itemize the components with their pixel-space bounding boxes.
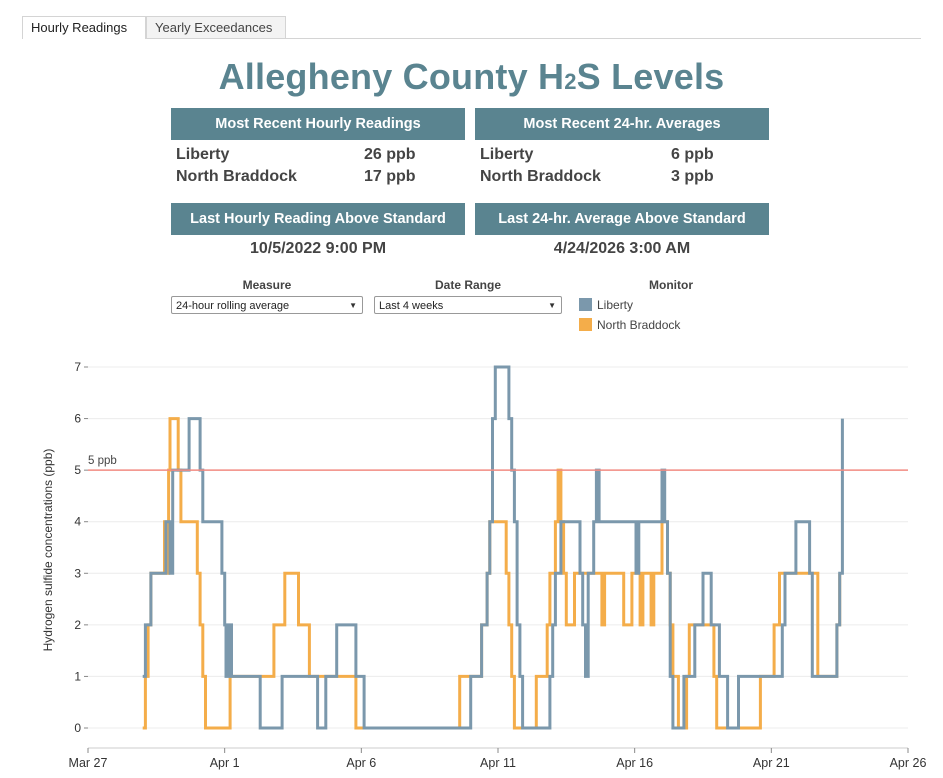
line-chart: 0 1 2 3 4 5 6 7 Mar 27 Apr 1 Apr 6 Apr 11 Apr 16 Apr … — [69, 360, 927, 770]
date-range-label: Date Range — [434, 278, 502, 292]
date-range-value: Last 4 weeks — [379, 300, 444, 312]
y-tick-label: 2 — [74, 618, 81, 632]
legend-label-liberty: Liberty — [597, 298, 634, 312]
legend-item-liberty[interactable]: Liberty — [579, 298, 699, 312]
hourly-row-2-value: 17 ppb — [364, 168, 416, 185]
y-tick-label: 7 — [74, 360, 81, 374]
hourly-row-1-value: 26 ppb — [364, 146, 416, 163]
tab-bar: Hourly Readings Yearly Exceedances — [22, 16, 921, 39]
tab-hourly-readings[interactable]: Hourly Readings — [22, 16, 146, 39]
last-daily-above-standard-date: 4/24/2026 3:00 AM — [553, 240, 691, 257]
y-tick-label: 6 — [74, 412, 81, 426]
daily-row-1-name: Liberty — [480, 146, 534, 163]
measure-select[interactable]: 24-hour rolling average ▼ — [171, 296, 363, 314]
x-tick-label: Mar 27 — [69, 756, 108, 770]
last-hourly-above-standard-header: Last Hourly Reading Above Standard — [171, 203, 465, 235]
measure-label: Measure — [242, 278, 292, 292]
date-range-select[interactable]: Last 4 weeks ▼ — [374, 296, 562, 314]
monitor-label: Monitor — [649, 278, 693, 292]
daily-row-2-name: North Braddock — [480, 168, 601, 185]
series-line-liberty — [142, 365, 844, 730]
legend-item-north-braddock[interactable]: North Braddock — [579, 318, 699, 332]
x-tick-label: Apr 6 — [346, 756, 376, 770]
y-tick-label: 1 — [74, 669, 81, 683]
x-tick-label: Apr 21 — [753, 756, 790, 770]
last-daily-above-standard-header: Last 24-hr. Average Above Standard — [475, 203, 769, 235]
x-tick-label: Apr 1 — [210, 756, 240, 770]
hourly-row-1-name: Liberty — [176, 146, 230, 163]
daily-row-1-value: 6 ppb — [671, 146, 714, 163]
chevron-down-icon: ▼ — [349, 301, 357, 310]
legend-swatch-north-braddock — [579, 318, 592, 331]
last-hourly-above-standard-date: 10/5/2022 9:00 PM — [249, 240, 387, 257]
standard-reference-label: 5 ppb — [88, 455, 117, 467]
title-subscript: 2 — [564, 69, 577, 94]
y-tick-label: 3 — [74, 566, 81, 580]
x-tick-label: Apr 16 — [616, 756, 653, 770]
y-tick-label: 0 — [74, 721, 81, 735]
hourly-readings-header: Most Recent Hourly Readings — [171, 108, 465, 140]
tab-yearly-exceedances[interactable]: Yearly Exceedances — [146, 16, 286, 38]
measure-value: 24-hour rolling average — [176, 300, 290, 312]
x-tick-label: Apr 26 — [890, 756, 927, 770]
legend-label-north-braddock: North Braddock — [597, 318, 681, 332]
hourly-row-2-name: North Braddock — [176, 168, 297, 185]
title-main: Allegheny County H — [218, 56, 565, 97]
series-line-north-braddock — [142, 417, 842, 730]
y-tick-label: 4 — [74, 515, 81, 529]
chevron-down-icon: ▼ — [548, 301, 556, 310]
title-tail: S Levels — [576, 56, 725, 97]
y-tick-label: 5 — [74, 463, 81, 477]
legend-swatch-liberty — [579, 298, 592, 311]
page-title: Allegheny County H2S Levels — [0, 56, 943, 98]
daily-averages-header: Most Recent 24-hr. Averages — [475, 108, 769, 140]
x-tick-label: Apr 11 — [480, 756, 516, 770]
daily-row-2-value: 3 ppb — [671, 168, 714, 185]
